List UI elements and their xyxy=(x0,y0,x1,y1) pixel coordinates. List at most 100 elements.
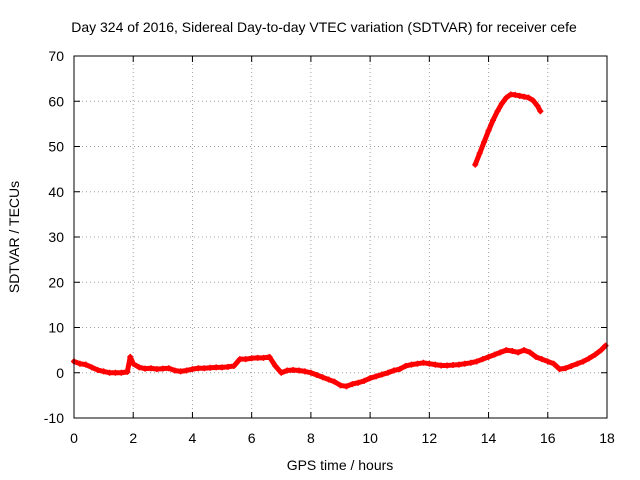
data-point xyxy=(498,100,505,107)
data-point xyxy=(76,360,83,367)
x-axis-label: GPS time / hours xyxy=(287,457,394,473)
data-point xyxy=(473,358,480,365)
data-point xyxy=(106,369,113,376)
data-point xyxy=(472,161,479,168)
data-point xyxy=(494,108,501,115)
data-point xyxy=(142,365,149,372)
data-point xyxy=(159,365,166,372)
data-point xyxy=(153,366,160,373)
data-point xyxy=(183,367,190,374)
y-tick-label: 10 xyxy=(48,320,64,336)
data-point xyxy=(88,364,95,371)
data-layer xyxy=(71,91,609,390)
data-point xyxy=(592,351,599,358)
data-point xyxy=(485,127,492,134)
data-point xyxy=(361,377,368,384)
data-point xyxy=(580,358,587,365)
data-point xyxy=(100,368,107,375)
data-point xyxy=(147,365,154,372)
data-point xyxy=(586,355,593,362)
x-tick-label: 16 xyxy=(540,430,556,446)
data-point xyxy=(284,367,291,374)
data-point xyxy=(444,362,451,369)
data-point xyxy=(384,369,391,376)
plot-frame xyxy=(73,55,608,419)
data-point xyxy=(512,91,519,98)
data-point xyxy=(521,347,528,354)
data-point xyxy=(537,108,544,115)
ticks-layer: 0 2 4 6 8 10 12 14 16 18 -10 0 10 20 30 40 50 60 70 xyxy=(44,48,615,446)
data-point xyxy=(509,348,516,355)
data-point xyxy=(420,359,427,366)
data-point xyxy=(491,351,498,358)
series-afternoon xyxy=(472,91,543,168)
data-point xyxy=(165,365,172,372)
data-point xyxy=(177,368,184,375)
data-point xyxy=(337,382,344,389)
data-point xyxy=(260,354,267,361)
data-point xyxy=(207,364,214,371)
x-tick-label: 14 xyxy=(481,430,497,446)
data-point xyxy=(224,363,231,370)
data-point xyxy=(313,372,320,379)
data-point xyxy=(467,359,474,366)
y-tick-label: 70 xyxy=(48,48,64,64)
data-point xyxy=(171,367,178,374)
data-point xyxy=(343,383,350,390)
data-point xyxy=(349,381,356,388)
data-point xyxy=(307,369,314,376)
data-point xyxy=(201,365,208,372)
data-point xyxy=(426,360,433,367)
data-point xyxy=(515,349,522,356)
y-tick-label: 40 xyxy=(48,184,64,200)
data-point xyxy=(503,347,510,354)
data-point xyxy=(325,376,332,383)
data-point xyxy=(82,361,89,368)
data-point xyxy=(525,94,532,101)
data-point xyxy=(529,97,536,104)
data-point xyxy=(195,365,202,372)
data-point xyxy=(367,375,374,382)
data-point xyxy=(521,93,528,100)
data-point xyxy=(489,117,496,124)
data-point xyxy=(485,353,492,360)
data-point xyxy=(189,366,196,373)
data-point xyxy=(272,362,279,369)
data-point xyxy=(127,353,134,360)
data-point xyxy=(136,364,143,371)
x-tick-label: 6 xyxy=(248,430,256,446)
data-point xyxy=(450,362,457,369)
data-point xyxy=(124,368,131,375)
data-point xyxy=(213,364,220,371)
data-point xyxy=(461,360,468,367)
y-tick-label: -10 xyxy=(44,410,64,426)
data-point xyxy=(538,356,545,363)
data-point xyxy=(118,369,125,376)
y-tick-label: 50 xyxy=(48,139,64,155)
data-point xyxy=(94,367,101,374)
data-point xyxy=(236,356,243,363)
data-point xyxy=(230,362,237,369)
data-point xyxy=(355,379,362,386)
data-point xyxy=(319,374,326,381)
data-point xyxy=(414,360,421,367)
data-point xyxy=(331,378,338,385)
data-point xyxy=(503,94,510,101)
data-point xyxy=(568,362,575,369)
data-point xyxy=(598,347,605,354)
y-tick-label: 20 xyxy=(48,274,64,290)
x-tick-label: 2 xyxy=(129,430,137,446)
data-point xyxy=(497,349,504,356)
chart-title: Day 324 of 2016, Sidereal Day-to-day VTE… xyxy=(71,19,577,35)
y-tick-label: 0 xyxy=(56,365,64,381)
data-point xyxy=(544,358,551,365)
x-tick-label: 4 xyxy=(189,430,197,446)
data-point xyxy=(476,150,483,157)
data-point xyxy=(266,353,273,360)
data-point xyxy=(481,138,488,145)
data-point xyxy=(516,92,523,99)
data-point xyxy=(373,373,380,380)
data-point xyxy=(574,360,581,367)
data-point xyxy=(402,362,409,369)
